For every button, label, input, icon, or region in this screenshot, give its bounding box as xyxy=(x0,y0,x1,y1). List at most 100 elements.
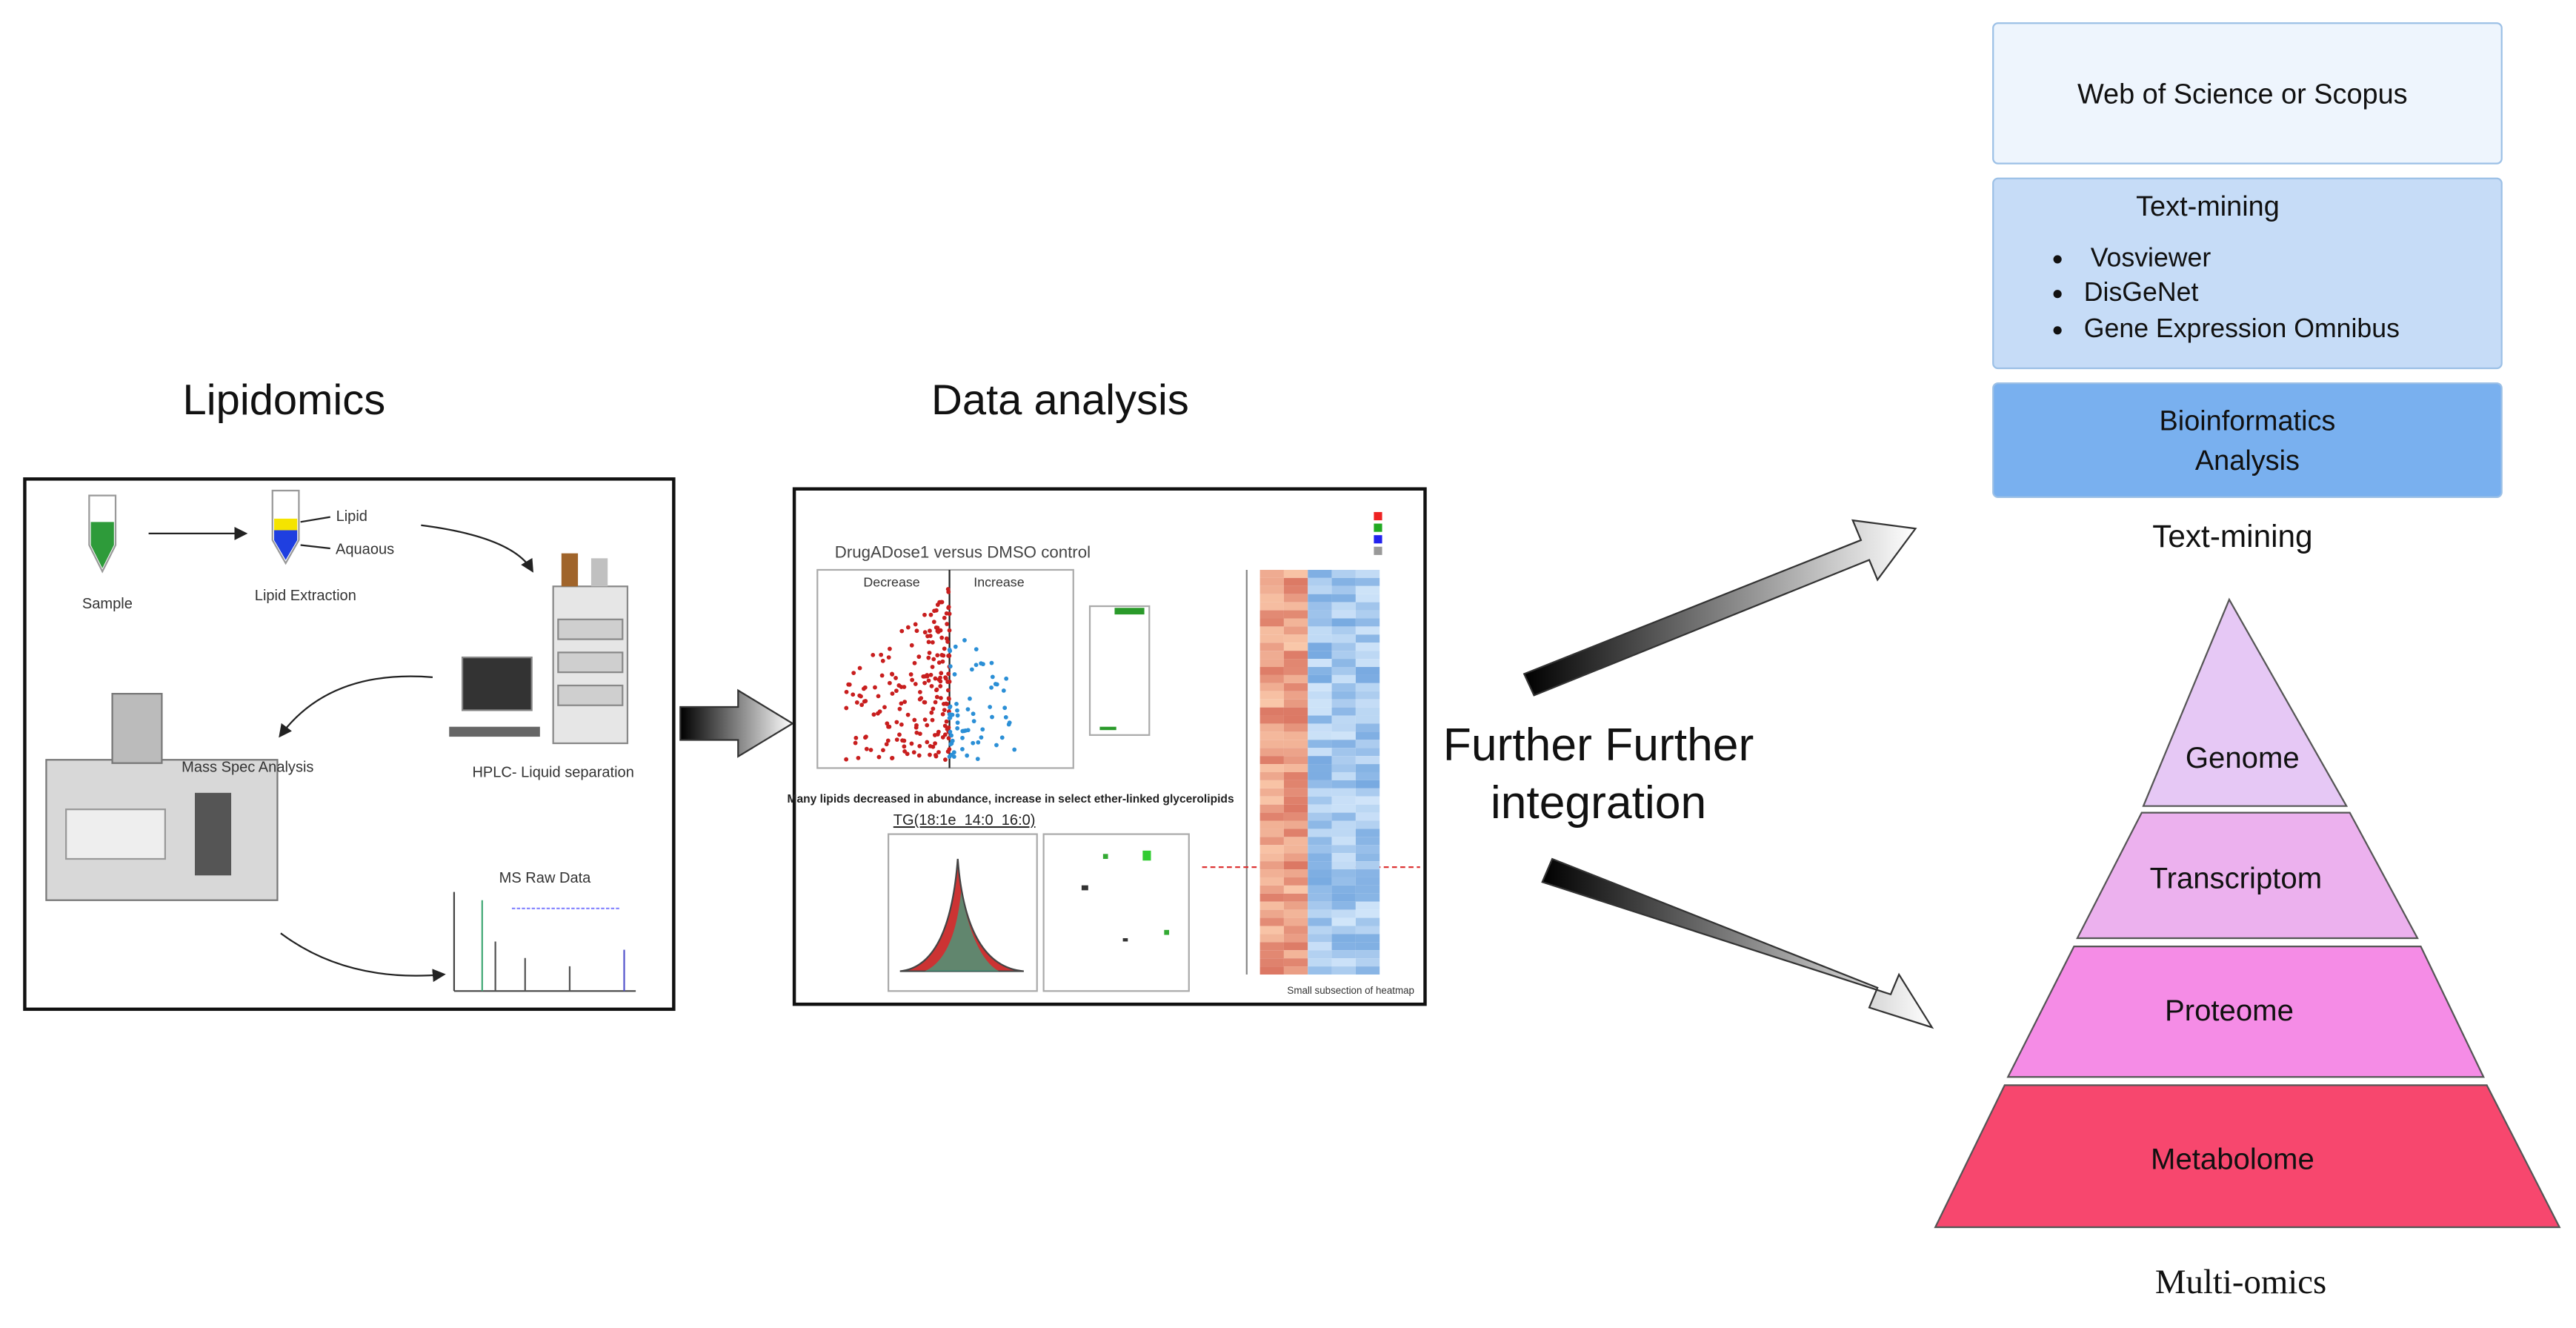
decoration xyxy=(1283,659,1308,668)
decoration xyxy=(1308,861,1332,870)
decoration xyxy=(1283,626,1308,635)
decoration xyxy=(897,706,902,711)
decoration xyxy=(1308,934,1332,943)
decoration xyxy=(897,732,902,737)
decoration xyxy=(876,711,880,716)
decoration xyxy=(1308,659,1332,668)
decoration xyxy=(909,741,914,746)
decoration xyxy=(1259,942,1284,951)
decoration xyxy=(1259,756,1284,765)
decoration xyxy=(946,589,951,594)
decoration xyxy=(1308,845,1332,854)
decoration xyxy=(1283,707,1308,716)
decoration xyxy=(876,754,882,760)
decoration xyxy=(1331,659,1356,668)
decoration xyxy=(1308,723,1332,732)
decoration xyxy=(941,701,946,706)
decoration xyxy=(939,671,944,676)
decoration xyxy=(1308,667,1332,675)
decoration xyxy=(917,731,922,737)
bullet xyxy=(2053,255,2062,264)
decoration xyxy=(1259,837,1284,846)
decoration xyxy=(844,689,849,694)
decoration xyxy=(947,712,952,717)
decoration xyxy=(851,692,856,697)
decoration xyxy=(881,748,885,753)
decoration xyxy=(1308,829,1332,837)
decoration xyxy=(902,744,907,749)
decoration xyxy=(939,635,945,640)
decoration xyxy=(939,600,945,605)
decoration xyxy=(1259,950,1284,959)
decoration xyxy=(954,701,959,706)
decoration xyxy=(905,712,911,717)
list-item: DisGeNet xyxy=(2084,277,2199,307)
decoration xyxy=(1355,771,1380,780)
decoration xyxy=(949,741,954,746)
decoration xyxy=(993,682,998,686)
decoration xyxy=(948,664,953,669)
decoration xyxy=(945,688,951,693)
decoration xyxy=(1355,934,1380,943)
decoration xyxy=(912,717,917,723)
decoration xyxy=(1355,748,1380,757)
decoration xyxy=(1355,731,1380,740)
bullet xyxy=(2053,326,2062,335)
decoration xyxy=(1308,917,1332,926)
decoration xyxy=(1308,715,1332,724)
decoration xyxy=(1259,667,1284,675)
decoration xyxy=(1308,869,1332,877)
decoration xyxy=(1331,594,1356,602)
decoration xyxy=(947,647,952,652)
decoration xyxy=(1355,869,1380,877)
decoration xyxy=(913,682,918,686)
decoration xyxy=(879,652,884,657)
decoration xyxy=(1331,585,1356,594)
section-title: Data analysis xyxy=(931,376,1189,424)
decoration xyxy=(931,744,936,749)
decoration xyxy=(994,743,999,748)
decoration xyxy=(947,754,952,760)
decoration xyxy=(1331,958,1356,967)
decoration xyxy=(857,693,862,698)
decoration xyxy=(931,657,936,662)
decoration xyxy=(1355,699,1380,708)
label: Lipid Extraction xyxy=(255,588,356,604)
decoration xyxy=(916,654,922,660)
decoration xyxy=(868,748,873,752)
decoration xyxy=(1259,740,1284,748)
decoration xyxy=(1283,699,1308,708)
decoration xyxy=(896,683,902,688)
decoration xyxy=(885,721,890,726)
decoration xyxy=(1355,901,1380,910)
decoration xyxy=(1283,602,1308,611)
decoration xyxy=(1355,853,1380,862)
decoration xyxy=(1283,788,1308,797)
decoration xyxy=(1308,958,1332,967)
decoration xyxy=(955,713,960,718)
decoration xyxy=(1331,626,1356,635)
decoration xyxy=(1283,634,1308,643)
decoration xyxy=(1001,688,1006,693)
decoration xyxy=(1259,699,1284,708)
decoration xyxy=(1355,893,1380,902)
decoration xyxy=(1308,585,1332,594)
decoration xyxy=(928,672,933,677)
decoration xyxy=(1283,829,1308,837)
decoration xyxy=(1259,707,1284,716)
decoration xyxy=(894,720,899,725)
decoration xyxy=(1259,804,1284,813)
decoration xyxy=(955,720,960,726)
decoration xyxy=(1259,885,1284,894)
decoration xyxy=(1355,643,1380,651)
decoration xyxy=(908,672,913,677)
decoration xyxy=(1308,877,1332,886)
decoration xyxy=(863,735,868,740)
decoration xyxy=(1355,845,1380,854)
pyramid-level xyxy=(1934,1084,2561,1229)
decoration xyxy=(1355,909,1380,918)
decoration xyxy=(946,654,951,658)
decoration xyxy=(953,644,958,649)
decoration xyxy=(1308,771,1332,780)
decoration xyxy=(1308,610,1332,619)
